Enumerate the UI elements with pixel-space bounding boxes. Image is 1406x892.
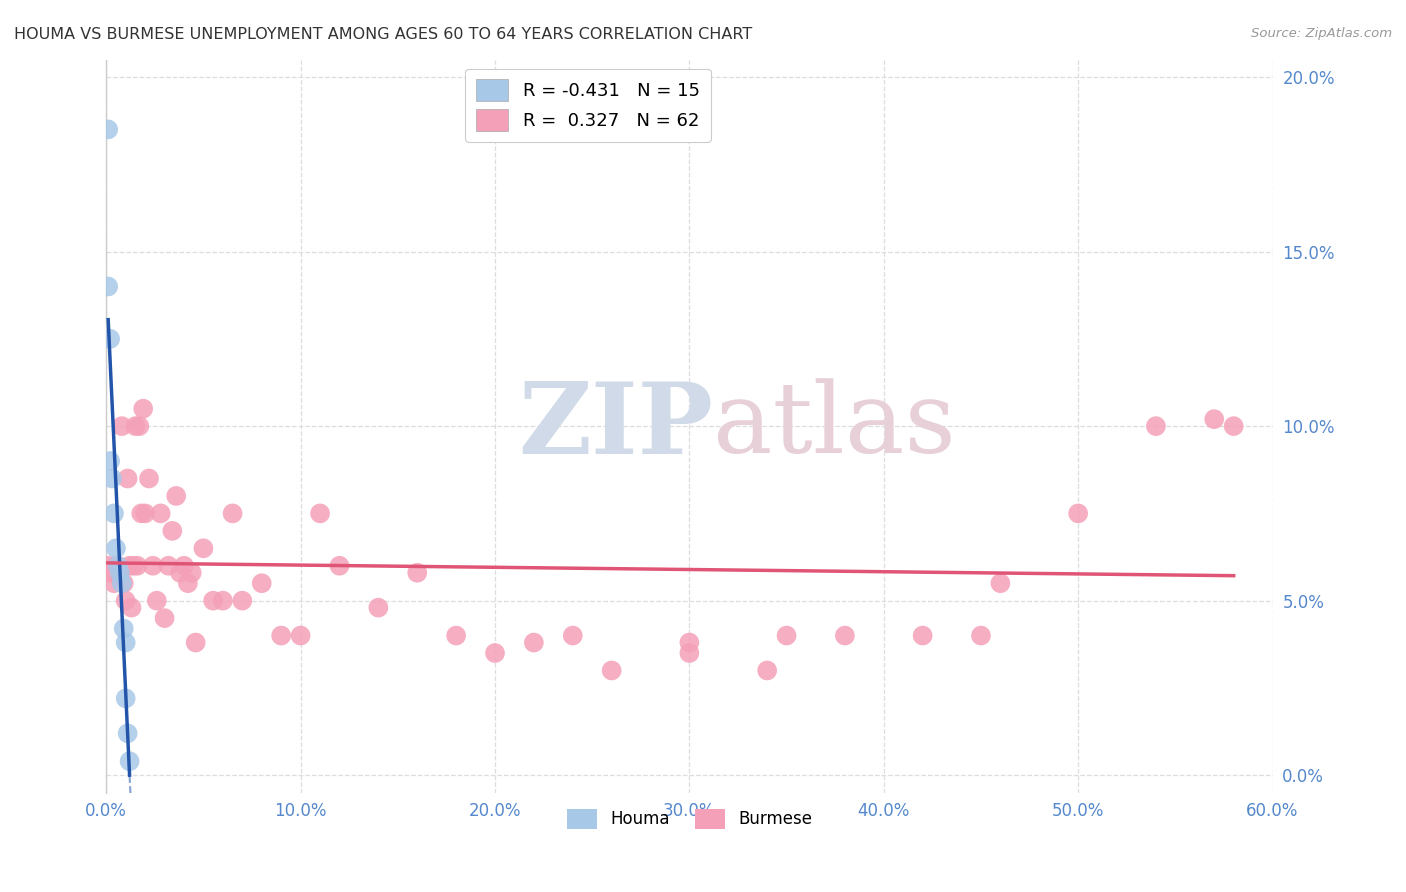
Text: ZIP: ZIP	[517, 377, 713, 475]
Point	[108, 566, 131, 580]
Point	[1144, 419, 1167, 434]
Point	[184, 635, 207, 649]
Point	[1067, 507, 1090, 521]
Point	[101, 566, 124, 580]
Point	[132, 401, 155, 416]
Legend: Houma, Burmese: Houma, Burmese	[560, 802, 818, 836]
Point	[134, 507, 156, 521]
Point	[212, 593, 235, 607]
Point	[127, 558, 149, 573]
Point	[406, 566, 429, 580]
Point	[561, 629, 583, 643]
Point	[328, 558, 350, 573]
Point	[112, 576, 135, 591]
Text: HOUMA VS BURMESE UNEMPLOYMENT AMONG AGES 60 TO 64 YEARS CORRELATION CHART: HOUMA VS BURMESE UNEMPLOYMENT AMONG AGES…	[14, 27, 752, 42]
Point	[98, 566, 121, 580]
Point	[775, 629, 797, 643]
Point	[124, 419, 146, 434]
Point	[97, 558, 120, 573]
Point	[103, 576, 125, 591]
Point	[678, 635, 700, 649]
Point	[444, 629, 467, 643]
Point	[523, 635, 546, 649]
Point	[114, 691, 136, 706]
Point	[162, 524, 184, 538]
Point	[911, 629, 934, 643]
Point	[122, 558, 145, 573]
Point	[128, 419, 150, 434]
Point	[101, 471, 124, 485]
Point	[107, 558, 129, 573]
Point	[180, 566, 202, 580]
Point	[250, 576, 273, 591]
Point	[118, 754, 141, 768]
Point	[309, 507, 332, 521]
Point	[104, 558, 127, 573]
Point	[108, 566, 131, 580]
Point	[173, 558, 195, 573]
Point	[107, 558, 129, 573]
Point	[990, 576, 1012, 591]
Point	[121, 600, 143, 615]
Point	[270, 629, 292, 643]
Point	[146, 593, 169, 607]
Point	[1222, 419, 1244, 434]
Point	[834, 629, 856, 643]
Point	[97, 122, 120, 136]
Text: Source: ZipAtlas.com: Source: ZipAtlas.com	[1251, 27, 1392, 40]
Point	[484, 646, 506, 660]
Point	[117, 471, 139, 485]
Point	[129, 507, 152, 521]
Point	[149, 507, 172, 521]
Point	[970, 629, 993, 643]
Point	[114, 635, 136, 649]
Point	[104, 541, 127, 556]
Point	[117, 726, 139, 740]
Point	[98, 454, 121, 468]
Point	[118, 558, 141, 573]
Point	[202, 593, 225, 607]
Point	[177, 576, 200, 591]
Point	[193, 541, 215, 556]
Point	[231, 593, 253, 607]
Point	[678, 646, 700, 660]
Point	[756, 664, 779, 678]
Point	[221, 507, 243, 521]
Point	[97, 279, 120, 293]
Point	[112, 622, 135, 636]
Point	[367, 600, 389, 615]
Point	[111, 419, 134, 434]
Point	[114, 593, 136, 607]
Point	[142, 558, 165, 573]
Point	[290, 629, 312, 643]
Point	[165, 489, 187, 503]
Point	[1204, 412, 1226, 426]
Point	[157, 558, 180, 573]
Point	[103, 507, 125, 521]
Text: atlas: atlas	[713, 378, 956, 474]
Point	[153, 611, 176, 625]
Point	[98, 332, 121, 346]
Point	[600, 664, 623, 678]
Point	[138, 471, 160, 485]
Point	[169, 566, 191, 580]
Point	[111, 576, 134, 591]
